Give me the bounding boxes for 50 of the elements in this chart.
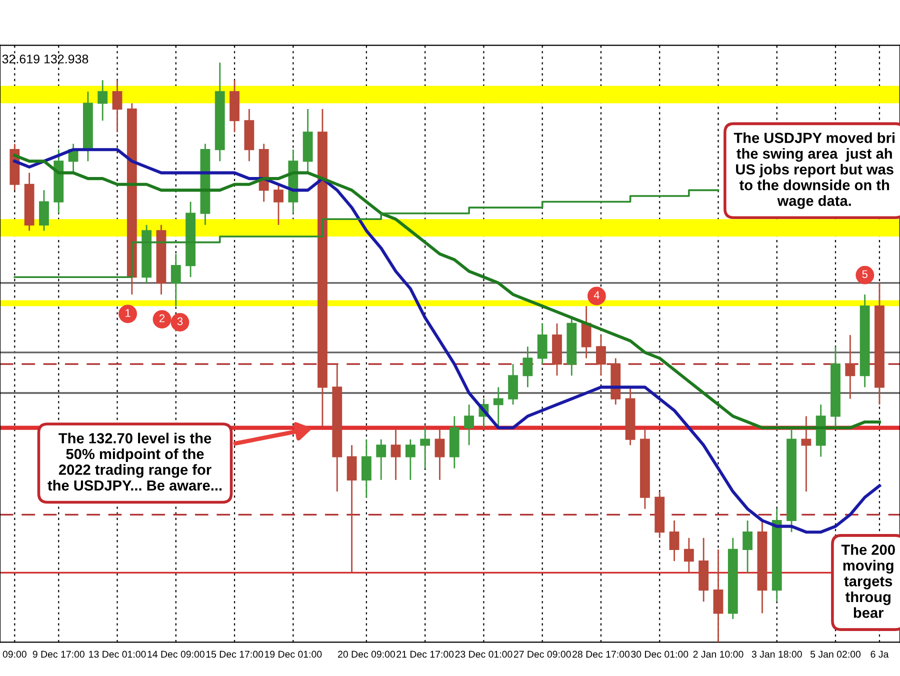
x-tick-label: 2 Jan 10:00 — [693, 650, 744, 658]
x-tick-label: 09:00 — [2, 650, 26, 658]
candlestick — [537, 322, 548, 365]
annotation: 4 — [594, 291, 600, 299]
candlestick — [274, 184, 284, 226]
candlestick — [390, 427, 401, 481]
annotation: 2 — [159, 314, 165, 322]
candlestick — [170, 253, 181, 307]
candlestick — [361, 438, 372, 498]
x-tick-label: 21 Dec 17:00 — [396, 650, 454, 658]
candlestick — [713, 548, 724, 642]
x-tick-label: 28 Dec 17:00 — [572, 650, 630, 658]
candlestick — [464, 404, 474, 446]
annotation: 5 — [862, 270, 868, 278]
x-tick-label: 27 Dec 09:00 — [514, 650, 571, 658]
candlestick — [98, 79, 108, 122]
x-tick-label: 15 Dec 17:00 — [206, 650, 264, 658]
x-tick-label: 5 Jan 02:00 — [810, 650, 861, 658]
annotation: 32.619 132.938 — [2, 54, 88, 64]
candlestick — [493, 386, 504, 428]
candlestick — [376, 438, 386, 481]
x-tick-label: 3 Jan 18:00 — [752, 650, 802, 658]
candlestick — [434, 427, 445, 481]
candlestick — [522, 346, 533, 388]
candlestick — [684, 537, 694, 574]
x-tick-label: 20 Dec 09:00 — [338, 650, 395, 658]
candlestick — [39, 189, 49, 232]
annotation: 1 — [126, 309, 130, 317]
annotation: The USDJPY moved bri the swing area just ah US jobs report but was to the downside on th wage data. — [734, 132, 894, 209]
candlestick — [508, 363, 518, 406]
x-tick-label: 13 Dec 01:00 — [89, 650, 146, 658]
annotation: The 132.70 level is the 50% midpoint of the 2022 trading range for the USDJPY... Be aware... — [48, 432, 222, 491]
x-tick-label: 14 Dec 09:00 — [148, 650, 204, 658]
candlestick — [112, 79, 122, 133]
x-tick-label: 9 Dec 17:00 — [32, 650, 84, 658]
candlestick — [420, 427, 430, 470]
annotation: The 200 moving targets throug bear — [841, 544, 895, 618]
candlestick — [405, 438, 416, 481]
x-tick-label: 6 Ja — [870, 650, 889, 658]
candlestick — [581, 305, 592, 359]
candlestick — [742, 520, 753, 574]
x-tick-label: 19 Dec 01:00 — [264, 650, 322, 658]
candlestick — [801, 415, 812, 492]
x-tick-label: 30 Dec 01:00 — [631, 650, 688, 658]
candlestick — [845, 334, 856, 400]
candlestick — [669, 520, 680, 562]
candlestick — [346, 444, 357, 574]
x-tick-label: 23 Dec 01:00 — [455, 650, 512, 658]
candlestick — [596, 334, 606, 376]
annotation: 3 — [177, 317, 183, 326]
